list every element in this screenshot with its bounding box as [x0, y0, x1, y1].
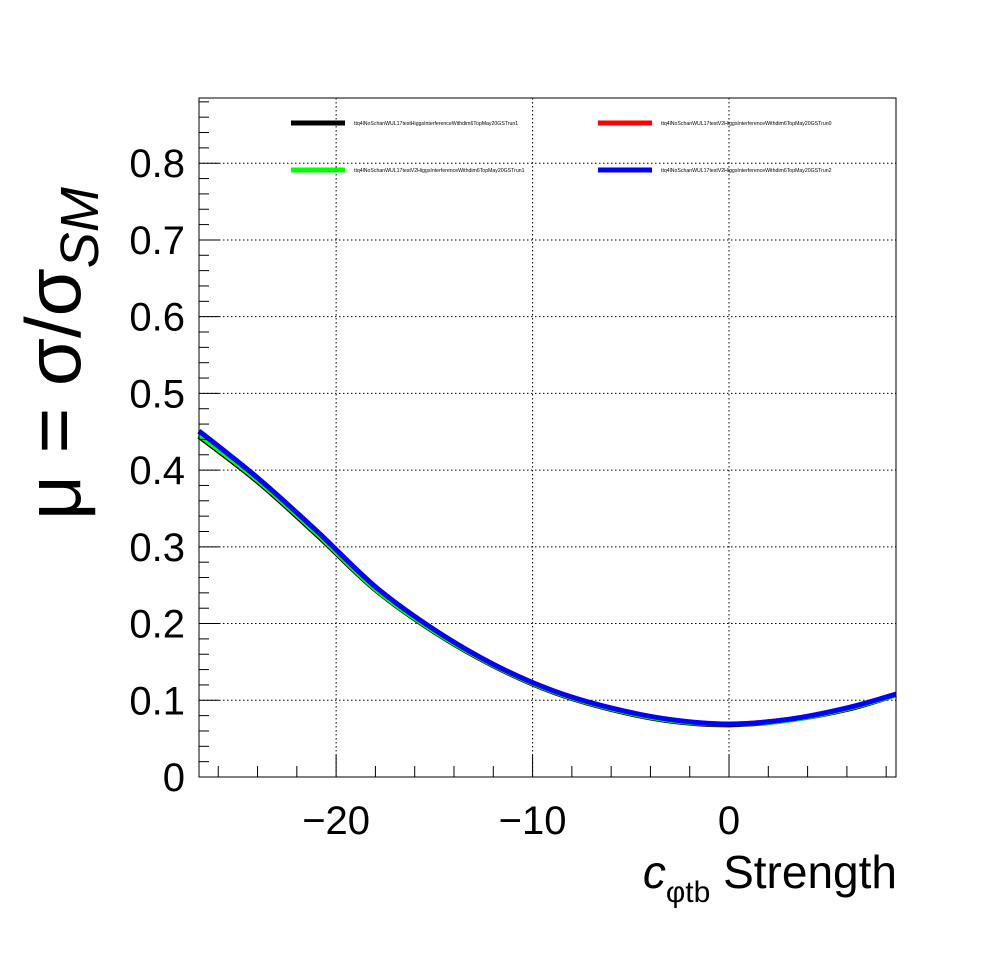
- axes: [198, 97, 897, 778]
- x-axis-title-space: [710, 846, 723, 898]
- y-tick-label-7: 0.6: [129, 296, 185, 340]
- grid: [199, 98, 896, 777]
- x-axis-title-suffix: Strength: [723, 846, 897, 898]
- x-tick-label-3: 0: [718, 799, 740, 843]
- y-tick-label-2: 0.1: [129, 679, 185, 723]
- y-tick-label-9: 0.8: [129, 142, 185, 186]
- ticks: [199, 101, 887, 778]
- y-tick-label-1: 0: [163, 756, 185, 800]
- y-axis-title-eq: =: [9, 386, 97, 475]
- y-tick-label-5: 0.4: [129, 449, 185, 493]
- y-tick-label-4: 0.3: [129, 526, 185, 570]
- series-lines: [197, 429, 897, 728]
- legend-label-2: ttq4lNoSchanWUL17testV2HiggsInterference…: [661, 121, 832, 127]
- legend-label-1: ttq4lNoSchanWUL17testHiggsInterferenceWi…: [354, 121, 518, 127]
- series-line-4: [197, 429, 897, 727]
- x-tick-label-1: −20: [302, 799, 370, 843]
- x-axis-title: cφtb Strength: [643, 846, 897, 909]
- tick-labels: −20 −10 0 0 0.1 0.2 0.3 0.4 0.5 0.6 0.7 0.8: [129, 142, 740, 843]
- y-axis-title: μ = σ/σSM: [9, 187, 110, 520]
- y-tick-label-8: 0.7: [129, 219, 185, 263]
- y-axis-title-sub: SM: [50, 187, 110, 268]
- legend-label-4: ttq4lNoSchanWUL17testV2HiggsInterference…: [661, 168, 832, 174]
- legend-label-3: ttq4lNoSchanWUL17testV2HiggsInterference…: [354, 168, 525, 174]
- y-tick-label-3: 0.2: [129, 603, 185, 647]
- y-axis-title-slash: /: [9, 316, 97, 338]
- y-axis-title-sigma-sm: σ: [9, 268, 97, 316]
- y-tick-label-6: 0.5: [129, 372, 185, 416]
- y-axis-title-sigma: σ: [9, 338, 97, 386]
- x-axis-title-sub: φtb: [666, 876, 710, 909]
- y-axis-title-mu: μ: [9, 475, 97, 520]
- plot-frame: [198, 97, 897, 778]
- x-axis-title-main: c: [643, 846, 666, 898]
- x-tick-label-2: −10: [499, 799, 567, 843]
- legend: ttq4lNoSchanWUL17testHiggsInterferenceWi…: [291, 120, 832, 174]
